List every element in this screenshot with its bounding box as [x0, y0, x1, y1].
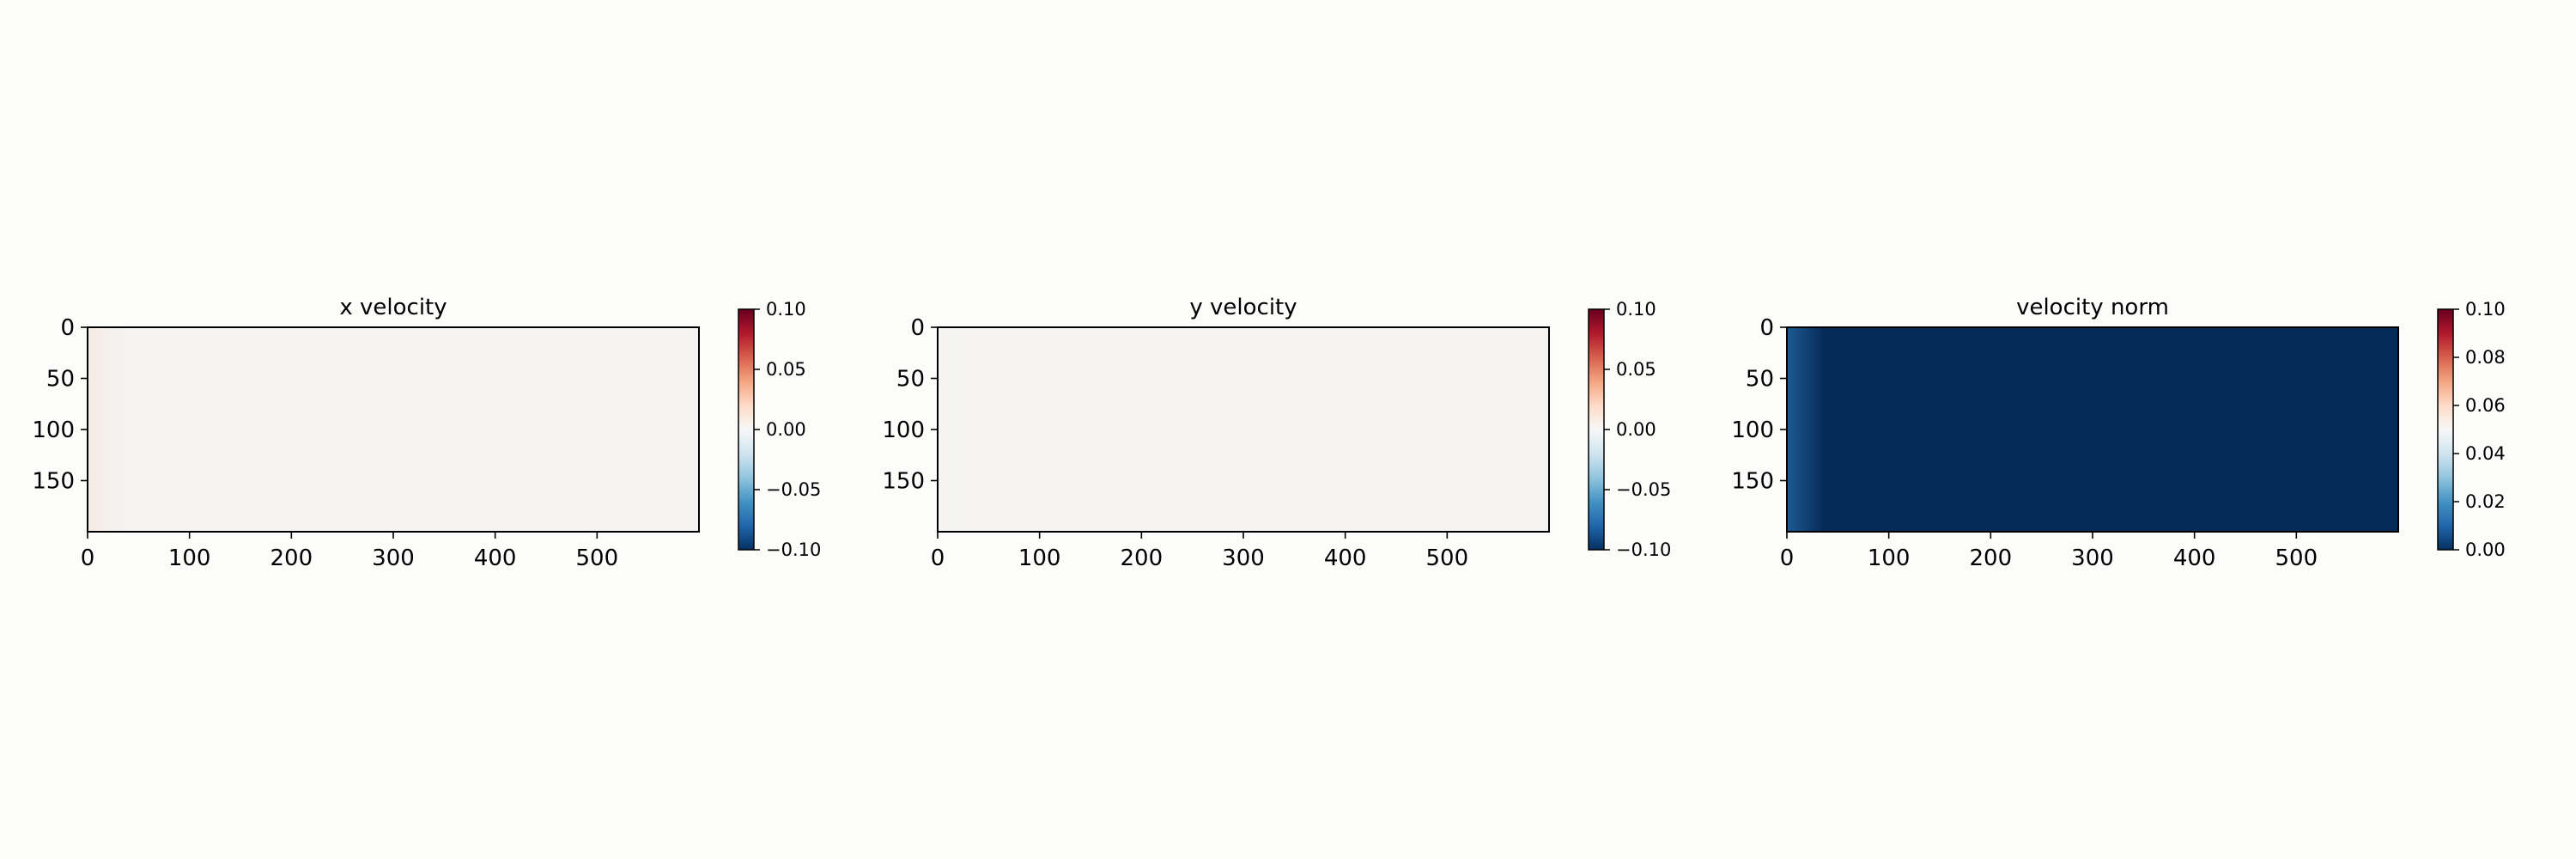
panel-1: x velocity 0 100 200 300 400 500 0 50 100 150 −0.10… [32, 295, 821, 571]
x-tick-label: 300 [1222, 545, 1265, 571]
x-tick-label: 0 [1780, 545, 1795, 571]
y-tick-label: 150 [1731, 469, 1774, 495]
x-tick-label: 500 [2275, 545, 2318, 571]
y-tick-label: 100 [882, 417, 925, 443]
heatmap-image [1787, 327, 2398, 532]
colorbar [1588, 308, 1605, 551]
heatmap-image [938, 327, 1549, 532]
x-tick-label: 500 [1426, 545, 1469, 571]
colorbar-tick-label: 0.00 [1616, 419, 1656, 440]
y-tick-label: 100 [1731, 417, 1774, 443]
colorbar-tick-label: −0.05 [766, 479, 821, 500]
x-tick-label: 0 [81, 545, 95, 571]
panel-3: velocity norm 0 100 200 300 400 500 0 50 100 150 0.… [1731, 295, 2505, 571]
panel-2: y velocity 0 100 200 300 400 500 0 50 100 150 −0.10… [882, 295, 1671, 571]
y-tick-label: 50 [1746, 367, 1774, 393]
x-tick-label: 200 [1121, 545, 1163, 571]
x-tick-label: 100 [1868, 545, 1911, 571]
y-tick-label: 150 [32, 469, 75, 495]
y-tick-label: 50 [46, 367, 75, 393]
y-tick-label: 100 [32, 417, 75, 443]
colorbar-tick-label: 0.05 [1616, 359, 1656, 380]
colorbar-tick-label: 0.10 [2465, 299, 2506, 320]
y-tick-label: 50 [896, 367, 925, 393]
x-tick-label: 0 [931, 545, 945, 571]
y-tick-label: 0 [60, 315, 75, 341]
y-tick-label: 150 [882, 469, 925, 495]
colorbar-tick-label: 0.05 [766, 359, 806, 380]
x-tick-label: 500 [576, 545, 619, 571]
colorbar-tick-label: 0.10 [1616, 299, 1656, 320]
x-tick-label: 100 [1018, 545, 1061, 571]
colorbar-tick-label: 0.06 [2465, 395, 2506, 416]
colorbar-tick-label: 0.10 [766, 299, 806, 320]
x-tick-label: 400 [1324, 545, 1367, 571]
colorbar-tick-label: −0.10 [766, 539, 821, 560]
x-tick-label: 300 [2071, 545, 2114, 571]
colorbar [2437, 308, 2454, 551]
colorbar-tick-label: 0.08 [2465, 347, 2506, 368]
panel-title: velocity norm [2016, 295, 2169, 320]
colorbar-tick-label: 0.02 [2465, 491, 2506, 512]
x-tick-label: 400 [2173, 545, 2216, 571]
y-tick-label: 0 [910, 315, 925, 341]
x-tick-label: 200 [1970, 545, 2013, 571]
panel-title: y velocity [1189, 295, 1297, 320]
heatmap-image [88, 327, 699, 532]
x-tick-label: 400 [474, 545, 517, 571]
colorbar-tick-label: 0.04 [2465, 443, 2506, 464]
y-tick-label: 0 [1759, 315, 1774, 341]
x-tick-label: 100 [168, 545, 211, 571]
panel-title: x velocity [339, 295, 447, 320]
colorbar-tick-label: 0.00 [2465, 539, 2506, 560]
colorbar-tick-label: −0.10 [1616, 539, 1671, 560]
x-tick-label: 200 [270, 545, 313, 571]
colorbar [738, 308, 755, 551]
colorbar-tick-label: 0.00 [766, 419, 806, 440]
colorbar-tick-label: −0.05 [1616, 479, 1671, 500]
x-tick-label: 300 [372, 545, 415, 571]
